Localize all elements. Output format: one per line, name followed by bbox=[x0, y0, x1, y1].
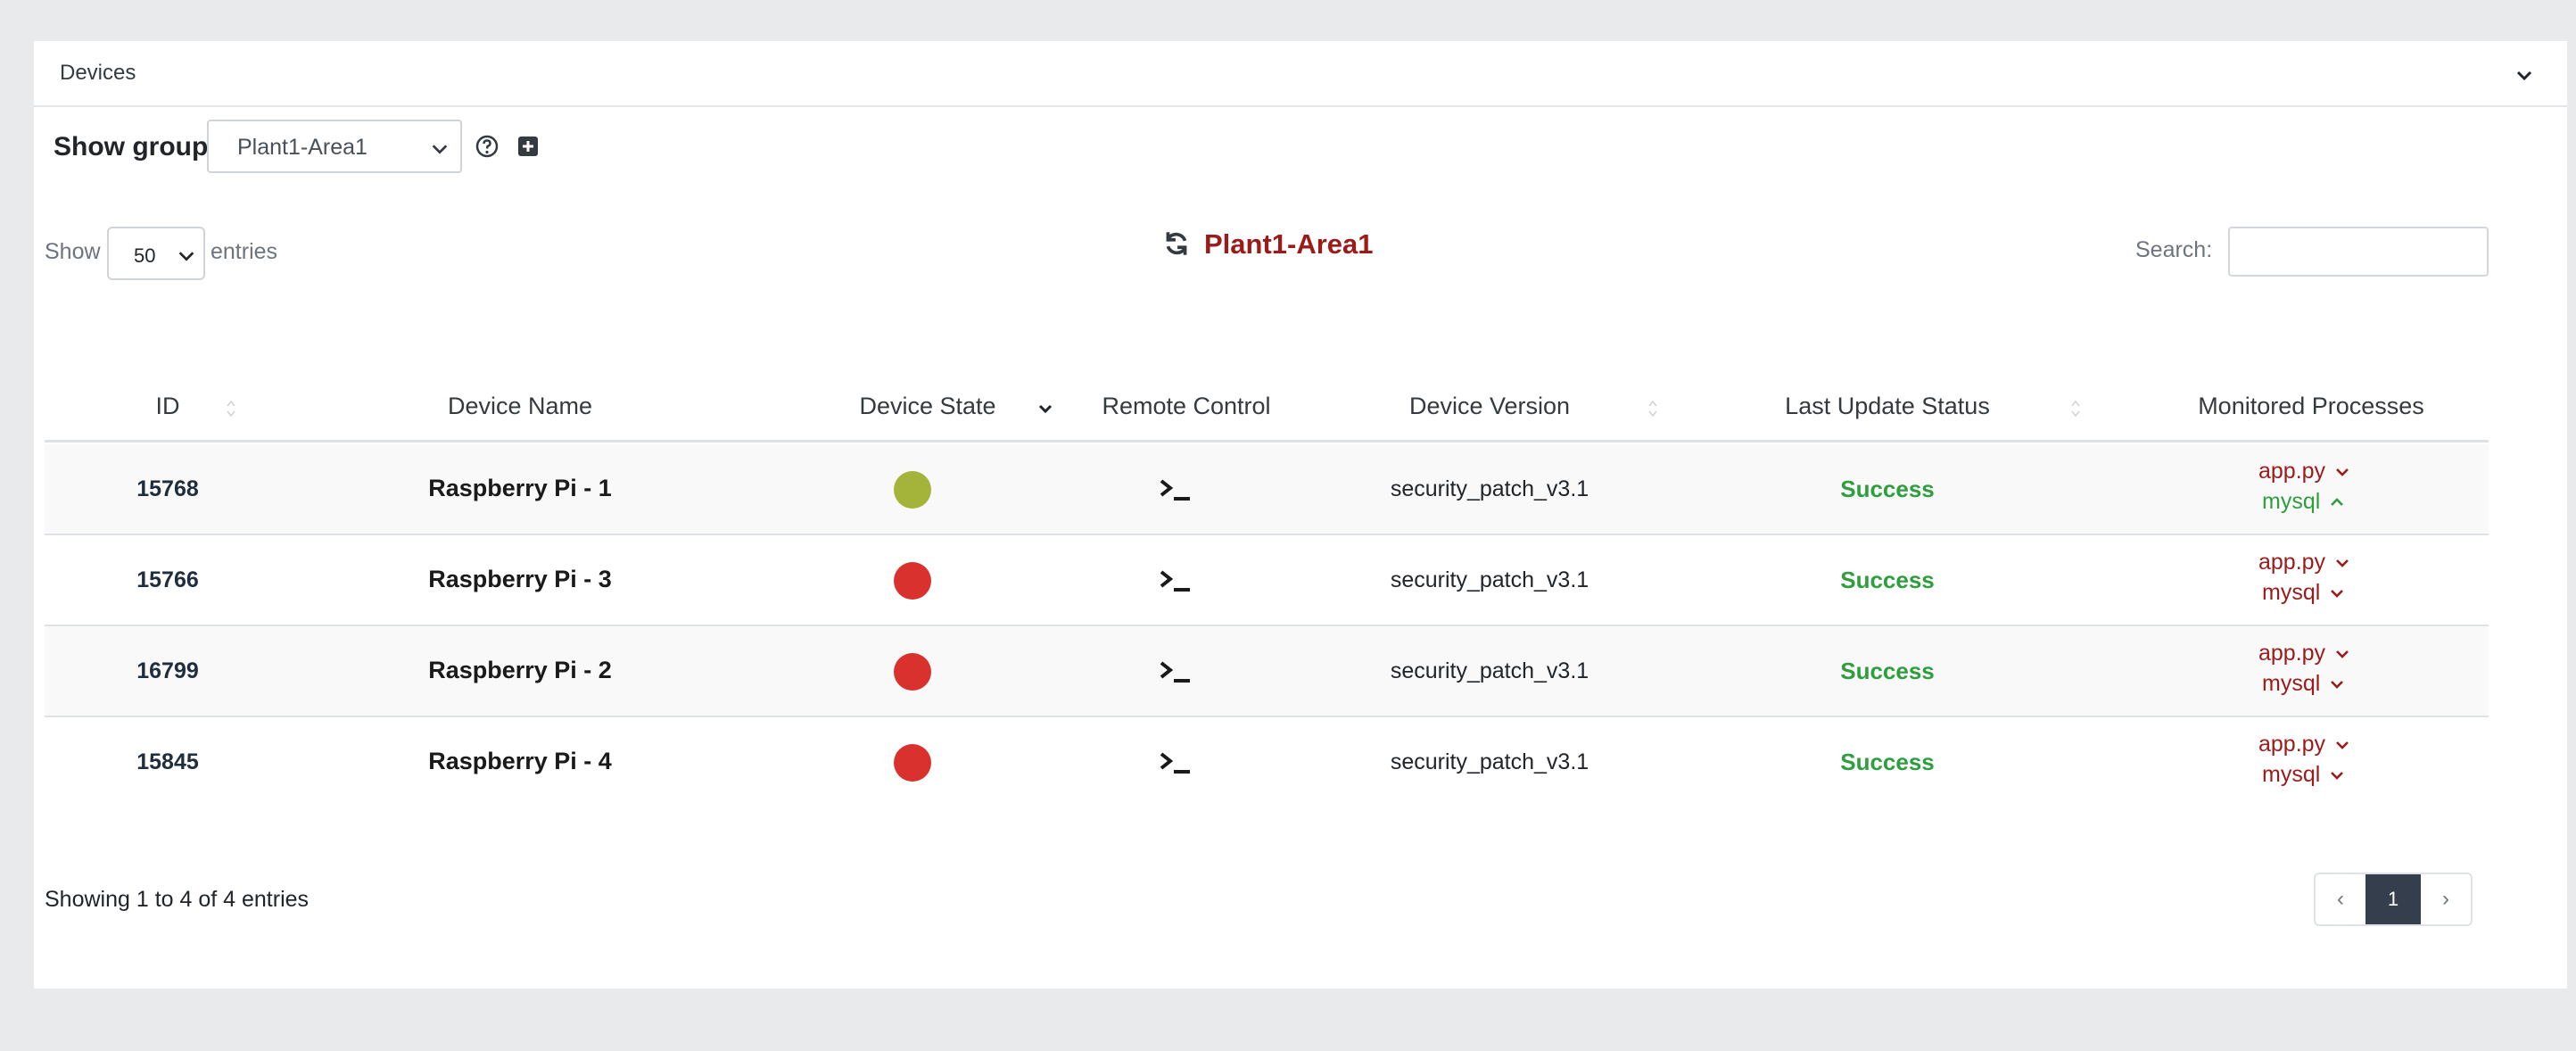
update-status: Success bbox=[1840, 658, 1935, 684]
help-icon[interactable] bbox=[473, 132, 501, 161]
device-version: security_patch_v3.1 bbox=[1390, 476, 1589, 501]
chevron-down-icon bbox=[2331, 772, 2344, 781]
terminal-icon[interactable] bbox=[1158, 567, 1193, 594]
search-input[interactable] bbox=[2228, 227, 2489, 277]
chevron-down-icon bbox=[2336, 650, 2349, 659]
column-header-id[interactable]: ID bbox=[155, 393, 180, 419]
device-state-indicator bbox=[894, 562, 931, 600]
process-name: app.py bbox=[2258, 459, 2326, 484]
show-label: Show bbox=[45, 239, 101, 264]
table-row: 16799 Raspberry Pi - 2 security_patch_v3… bbox=[45, 626, 2489, 717]
process-name: app.py bbox=[2258, 641, 2326, 666]
table-title: Plant1-Area1 bbox=[1204, 228, 1374, 260]
update-status: Success bbox=[1840, 476, 1935, 502]
column-header-device-version[interactable]: Device Version bbox=[1408, 393, 1571, 419]
card-title: Devices bbox=[60, 61, 136, 85]
chevron-down-icon bbox=[2336, 559, 2349, 568]
device-name: Raspberry Pi - 3 bbox=[428, 566, 612, 592]
search-label: Search: bbox=[2135, 237, 2213, 262]
group-select-value: Plant1-Area1 bbox=[237, 135, 367, 160]
process-toggle[interactable]: mysql bbox=[2262, 489, 2345, 515]
process-toggle[interactable]: app.py bbox=[2258, 641, 2350, 666]
device-id: 15845 bbox=[136, 749, 199, 774]
chevron-down-icon bbox=[2331, 681, 2344, 690]
process-toggle[interactable]: app.py bbox=[2258, 732, 2350, 757]
chevron-down-icon bbox=[2336, 741, 2349, 750]
table-header: ID Device Name Device State Remote Contr… bbox=[45, 373, 2489, 443]
refresh-icon[interactable] bbox=[1161, 228, 1192, 259]
device-version: security_patch_v3.1 bbox=[1390, 749, 1589, 774]
device-version: security_patch_v3.1 bbox=[1390, 658, 1589, 683]
group-select[interactable]: Plant1-Area1 bbox=[207, 120, 462, 173]
entries-length-value: 50 bbox=[134, 244, 156, 267]
process-name: mysql bbox=[2262, 762, 2321, 787]
update-status: Success bbox=[1840, 749, 1935, 775]
column-header-device-state[interactable]: Device State bbox=[859, 393, 996, 419]
sort-icon[interactable] bbox=[1647, 398, 1659, 419]
table-row: 15766 Raspberry Pi - 3 security_patch_v3… bbox=[45, 535, 2489, 626]
chevron-down-icon bbox=[178, 252, 194, 261]
process-toggle[interactable]: mysql bbox=[2262, 762, 2345, 788]
chevron-up-icon bbox=[2331, 498, 2344, 507]
process-name: app.py bbox=[2258, 732, 2326, 757]
page-1-button[interactable]: 1 bbox=[2365, 874, 2421, 924]
column-header-device-name[interactable]: Device Name bbox=[447, 393, 593, 419]
previous-page-button[interactable]: ‹ bbox=[2316, 874, 2365, 924]
device-name: Raspberry Pi - 1 bbox=[428, 475, 612, 501]
process-name: app.py bbox=[2258, 550, 2326, 575]
device-name: Raspberry Pi - 4 bbox=[428, 748, 612, 774]
column-header-remote-control: Remote Control bbox=[1102, 393, 1271, 419]
process-toggle[interactable]: app.py bbox=[2258, 459, 2350, 484]
column-header-monitored-processes: Monitored Processes bbox=[2198, 393, 2424, 419]
table-row: 15845 Raspberry Pi - 4 security_patch_v3… bbox=[45, 717, 2489, 808]
device-id: 15768 bbox=[136, 476, 199, 501]
device-name: Raspberry Pi - 2 bbox=[428, 657, 612, 683]
update-status: Success bbox=[1840, 567, 1935, 593]
entries-label: entries bbox=[211, 239, 278, 264]
next-page-button[interactable]: › bbox=[2421, 874, 2471, 924]
terminal-icon[interactable] bbox=[1158, 476, 1193, 503]
process-toggle[interactable]: app.py bbox=[2258, 550, 2350, 575]
chevron-down-icon bbox=[2331, 590, 2344, 599]
device-version: security_patch_v3.1 bbox=[1390, 567, 1589, 592]
entries-length-select[interactable]: 50 bbox=[107, 227, 205, 280]
device-state-indicator bbox=[894, 653, 931, 691]
chevron-down-icon[interactable] bbox=[2514, 64, 2535, 86]
process-toggle[interactable]: mysql bbox=[2262, 671, 2345, 697]
card-header[interactable]: Devices bbox=[34, 41, 2567, 107]
column-header-last-update-status[interactable]: Last Update Status bbox=[1785, 393, 1990, 419]
sort-desc-icon[interactable] bbox=[1036, 398, 1054, 419]
sort-icon[interactable] bbox=[2069, 398, 2082, 419]
sort-icon[interactable] bbox=[225, 398, 237, 419]
process-name: mysql bbox=[2262, 671, 2321, 696]
device-state-indicator bbox=[894, 471, 931, 509]
chevron-down-icon bbox=[432, 145, 448, 154]
chevron-down-icon bbox=[2336, 468, 2349, 477]
add-group-icon[interactable] bbox=[516, 134, 541, 159]
table-info: Showing 1 to 4 of 4 entries bbox=[45, 887, 310, 912]
process-toggle[interactable]: mysql bbox=[2262, 580, 2345, 606]
pagination: ‹ 1 › bbox=[2314, 873, 2473, 926]
show-group-label: Show group: bbox=[54, 132, 218, 161]
terminal-icon[interactable] bbox=[1158, 749, 1193, 776]
device-state-indicator bbox=[894, 744, 931, 782]
table-row: 15768 Raspberry Pi - 1 security_patch_v3… bbox=[45, 444, 2489, 535]
device-id: 16799 bbox=[136, 658, 199, 683]
process-name: mysql bbox=[2262, 489, 2321, 514]
process-name: mysql bbox=[2262, 580, 2321, 605]
terminal-icon[interactable] bbox=[1158, 658, 1193, 685]
device-id: 15766 bbox=[136, 567, 199, 592]
